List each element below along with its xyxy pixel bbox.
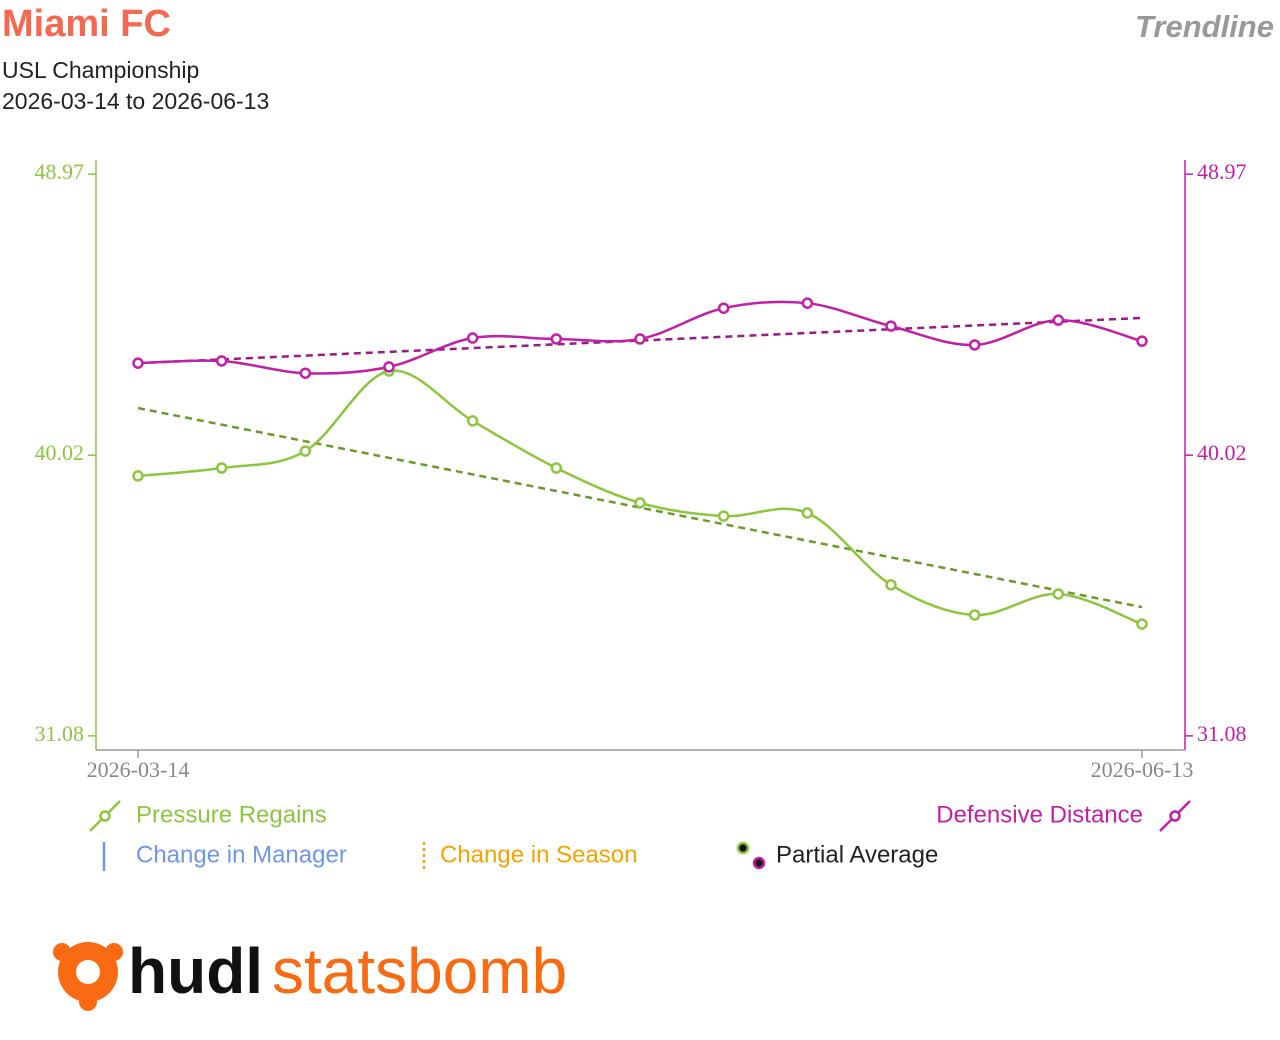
legend-partial-icon: [736, 841, 750, 855]
trend-line: [137, 406, 1143, 609]
mode-label: Trendline: [1135, 9, 1274, 44]
point: [299, 445, 312, 457]
point: [634, 497, 646, 509]
point: [466, 332, 479, 344]
subtitle: USL Championship: [2, 57, 199, 83]
point: [801, 507, 814, 519]
logo-hudl: hudl: [128, 935, 263, 1007]
point: [550, 333, 563, 345]
point: [466, 415, 479, 427]
point: [1052, 588, 1065, 600]
point: [132, 357, 144, 369]
point: [968, 339, 981, 351]
x-tick-label: 2026-03-14: [87, 757, 190, 782]
title: Miami FC: [2, 3, 171, 45]
logo: [53, 942, 123, 1011]
legend-manager: Change in Manager: [136, 841, 347, 868]
legend-partial: Partial Average: [776, 841, 938, 868]
y2-tick-label: 40.02: [1197, 440, 1247, 465]
date-range: 2026-03-14 to 2026-06-13: [2, 88, 269, 114]
point: [1136, 335, 1148, 347]
logo-statsbomb: statsbomb: [272, 935, 567, 1007]
y-tick-label: 40.02: [35, 440, 85, 465]
point: [215, 462, 228, 474]
point: [1136, 618, 1148, 630]
legend-icon: [99, 810, 111, 822]
legend-label: Pressure Regains: [136, 801, 327, 828]
point: [1052, 314, 1065, 326]
point: [299, 367, 312, 379]
legend-partial-icon: [752, 856, 766, 870]
y2-tick-label: 48.97: [1197, 159, 1247, 184]
legend-label: Defensive Distance: [936, 801, 1143, 828]
y-tick-label: 31.08: [35, 721, 85, 746]
point: [550, 462, 563, 474]
point: [885, 320, 897, 332]
point: [383, 361, 395, 373]
point: [885, 579, 897, 591]
x-tick-label: 2026-06-13: [1091, 757, 1194, 782]
point: [717, 510, 730, 522]
point: [717, 302, 730, 314]
point: [132, 470, 144, 482]
legend-season: Change in Season: [440, 841, 637, 868]
point: [634, 333, 646, 345]
legend-icon: [1169, 810, 1181, 822]
point: [215, 355, 228, 367]
y-tick-label: 48.97: [35, 159, 85, 184]
point: [801, 297, 814, 309]
y2-tick-label: 31.08: [1197, 721, 1247, 746]
point: [968, 609, 981, 621]
